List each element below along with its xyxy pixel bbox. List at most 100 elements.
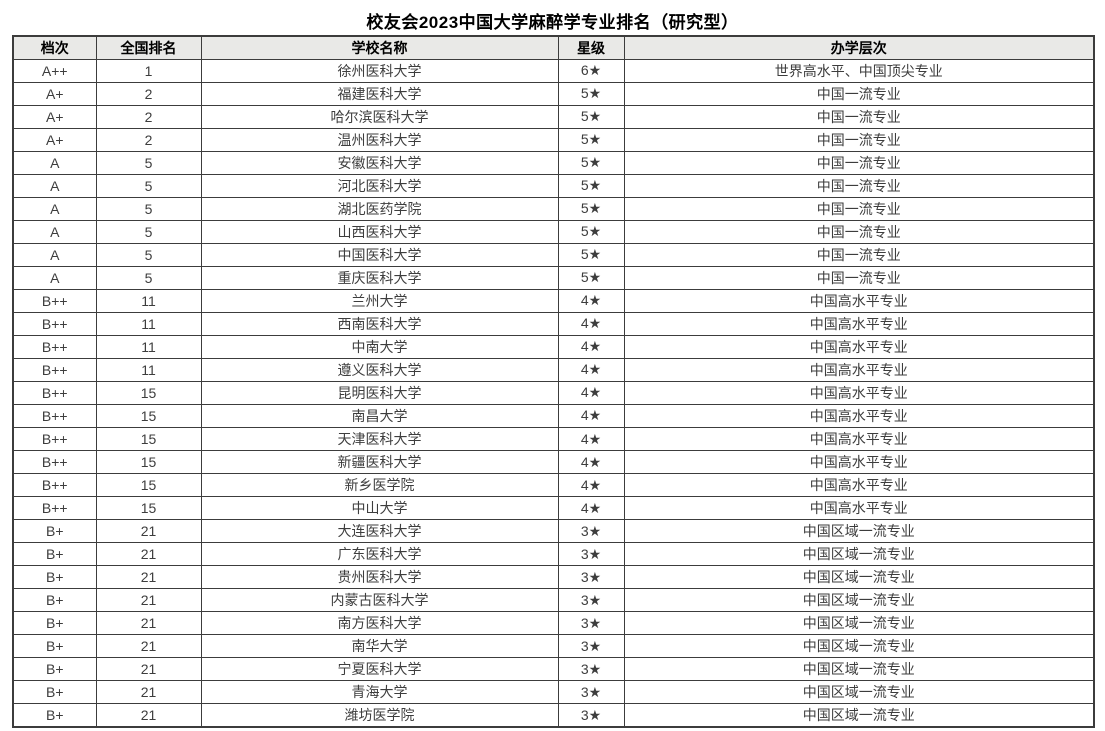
level-cell: 中国高水平专业 [623,311,1095,336]
tier-cell: B+ [12,588,97,613]
rank-cell: 11 [95,334,202,359]
rank-cell: 15 [95,426,202,452]
level-cell: 中国区域一流专业 [623,611,1095,636]
school-cell: 中山大学 [200,496,559,521]
level-cell: 中国一流专业 [623,219,1095,244]
header-rank: 全国排名 [95,35,202,60]
table-row: B+ 21 南方医科大学 3★ 中国区域一流专业 [12,611,1095,636]
school-cell: 青海大学 [200,680,559,705]
level-cell: 中国一流专业 [623,127,1095,152]
table-row: B++ 15 天津医科大学 4★ 中国高水平专业 [12,426,1095,452]
table-row: B+ 21 贵州医科大学 3★ 中国区域一流专业 [12,565,1095,590]
table-row: B+ 21 大连医科大学 3★ 中国区域一流专业 [12,519,1095,544]
rank-cell: 11 [95,288,202,313]
stars-cell: 4★ [557,288,625,313]
tier-cell: A [12,265,97,290]
level-cell: 中国高水平专业 [623,288,1095,313]
school-cell: 福建医科大学 [200,81,559,106]
page-title: 校友会2023中国大学麻醉学专业排名（研究型） [366,13,739,32]
level-cell: 中国区域一流专业 [623,519,1095,544]
rank-cell: 21 [95,703,202,728]
tier-cell: B++ [12,473,97,498]
school-cell: 内蒙古医科大学 [200,588,559,613]
header-stars: 星级 [557,35,625,60]
tier-cell: A+ [12,81,97,106]
stars-cell: 3★ [557,542,625,567]
school-cell: 兰州大学 [200,288,559,313]
school-cell: 安徽医科大学 [200,150,559,175]
school-cell: 大连医科大学 [200,519,559,544]
rank-cell: 15 [95,496,202,521]
tier-cell: A [12,219,97,244]
table-row: B+ 21 内蒙古医科大学 3★ 中国区域一流专业 [12,588,1095,613]
table-row: A 5 河北医科大学 5★ 中国一流专业 [12,173,1095,198]
stars-cell: 5★ [557,104,625,129]
rank-cell: 21 [95,680,202,705]
tier-cell: A++ [12,58,97,83]
stars-cell: 3★ [557,611,625,636]
stars-cell: 4★ [557,473,625,498]
header-school: 学校名称 [200,35,559,60]
level-cell: 中国区域一流专业 [623,634,1095,659]
table-row: B+ 21 广东医科大学 3★ 中国区域一流专业 [12,542,1095,567]
tier-cell: B+ [12,611,97,636]
tier-cell: B++ [12,288,97,313]
table-row: B++ 15 中山大学 4★ 中国高水平专业 [12,496,1095,521]
tier-cell: B+ [12,634,97,659]
stars-cell: 4★ [557,450,625,475]
stars-cell: 6★ [557,58,625,83]
stars-cell: 4★ [557,426,625,452]
rank-cell: 5 [95,196,202,221]
tier-cell: B++ [12,450,97,475]
tier-cell: B+ [12,542,97,567]
stars-cell: 4★ [557,496,625,521]
rank-cell: 15 [95,450,202,475]
school-cell: 山西医科大学 [200,219,559,244]
rank-cell: 15 [95,473,202,498]
stars-cell: 4★ [557,403,625,429]
school-cell: 新疆医科大学 [200,450,559,475]
tier-cell: A+ [12,104,97,129]
level-cell: 中国区域一流专业 [623,542,1095,567]
level-cell: 中国高水平专业 [623,450,1095,475]
table-row: B++ 11 兰州大学 4★ 中国高水平专业 [12,288,1095,313]
level-cell: 世界高水平、中国顶尖专业 [623,58,1095,83]
level-cell: 中国一流专业 [623,242,1095,267]
stars-cell: 5★ [557,127,625,152]
rank-cell: 21 [95,634,202,659]
rank-cell: 11 [95,311,202,336]
stars-cell: 5★ [557,219,625,244]
tier-cell: B++ [12,496,97,521]
table-row: B++ 11 遵义医科大学 4★ 中国高水平专业 [12,357,1095,382]
tier-cell: B+ [12,519,97,544]
school-cell: 南方医科大学 [200,611,559,636]
level-cell: 中国高水平专业 [623,473,1095,498]
table-row: A 5 重庆医科大学 5★ 中国一流专业 [12,265,1095,290]
tier-cell: B+ [12,565,97,590]
tier-cell: A [12,173,97,198]
stars-cell: 3★ [557,680,625,705]
school-cell: 徐州医科大学 [200,58,559,83]
table-row: B++ 15 新乡医学院 4★ 中国高水平专业 [12,473,1095,498]
level-cell: 中国区域一流专业 [623,657,1095,682]
rank-cell: 5 [95,265,202,290]
rank-cell: 21 [95,565,202,590]
level-cell: 中国区域一流专业 [623,680,1095,705]
stars-cell: 4★ [557,311,625,336]
stars-cell: 4★ [557,380,625,405]
rank-cell: 1 [95,58,202,83]
table-row: A+ 2 温州医科大学 5★ 中国一流专业 [12,127,1095,152]
tier-cell: B+ [12,680,97,705]
rank-cell: 5 [95,173,202,198]
tier-cell: B++ [12,426,97,452]
level-cell: 中国一流专业 [623,265,1095,290]
school-cell: 哈尔滨医科大学 [200,104,559,129]
table-row: B++ 11 中南大学 4★ 中国高水平专业 [12,334,1095,359]
rank-cell: 21 [95,657,202,682]
rank-cell: 5 [95,242,202,267]
level-cell: 中国高水平专业 [623,496,1095,521]
level-cell: 中国高水平专业 [623,380,1095,405]
rank-cell: 15 [95,380,202,405]
rank-cell: 15 [95,403,202,429]
stars-cell: 5★ [557,173,625,198]
